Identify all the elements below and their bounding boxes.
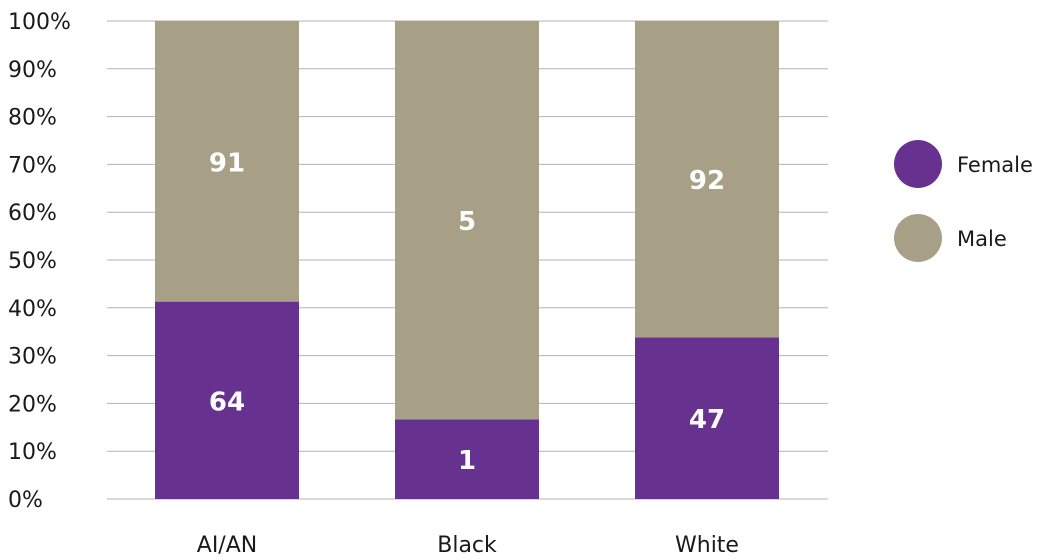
y-tick-label: 100%: [8, 10, 71, 35]
y-tick-label: 70%: [8, 153, 57, 178]
x-axis: AI/AN Black White: [197, 533, 739, 558]
x-category-label: White: [675, 533, 739, 558]
data-label: 91: [209, 148, 245, 178]
bar-male-black: [395, 21, 539, 420]
data-labels: 64 91 1 5 47 92: [209, 148, 725, 476]
y-tick-label: 60%: [8, 201, 57, 226]
bar-female-ai-an: [155, 301, 299, 499]
bar-female-white: [635, 337, 779, 499]
y-tick-label: 0%: [8, 488, 43, 513]
data-label: 47: [689, 405, 725, 435]
y-tick-label: 80%: [8, 106, 57, 131]
y-axis: 0% 10% 20% 30% 40% 50% 60% 70% 80% 90% 100%: [8, 10, 71, 513]
y-tick-label: 20%: [8, 392, 57, 417]
data-label: 92: [689, 166, 725, 196]
bar-male-ai-an: [155, 21, 299, 302]
data-label: 1: [458, 446, 476, 476]
y-tick-label: 40%: [8, 297, 57, 322]
x-category-label: AI/AN: [197, 533, 257, 558]
x-category-label: Black: [437, 533, 497, 558]
data-label: 64: [209, 387, 245, 417]
y-tick-label: 90%: [8, 58, 57, 83]
data-label: 5: [458, 207, 476, 237]
y-tick-label: 50%: [8, 249, 57, 274]
legend-swatch-female: [894, 140, 942, 188]
legend-label: Female: [957, 153, 1033, 177]
bar-female-black: [395, 419, 539, 499]
bars: [155, 21, 779, 499]
y-tick-label: 10%: [8, 440, 57, 465]
bar-male-white: [635, 21, 779, 338]
y-tick-label: 30%: [8, 345, 57, 370]
legend-label: Male: [957, 227, 1007, 251]
legend: Female Male: [894, 140, 1033, 262]
legend-swatch-male: [894, 214, 942, 262]
